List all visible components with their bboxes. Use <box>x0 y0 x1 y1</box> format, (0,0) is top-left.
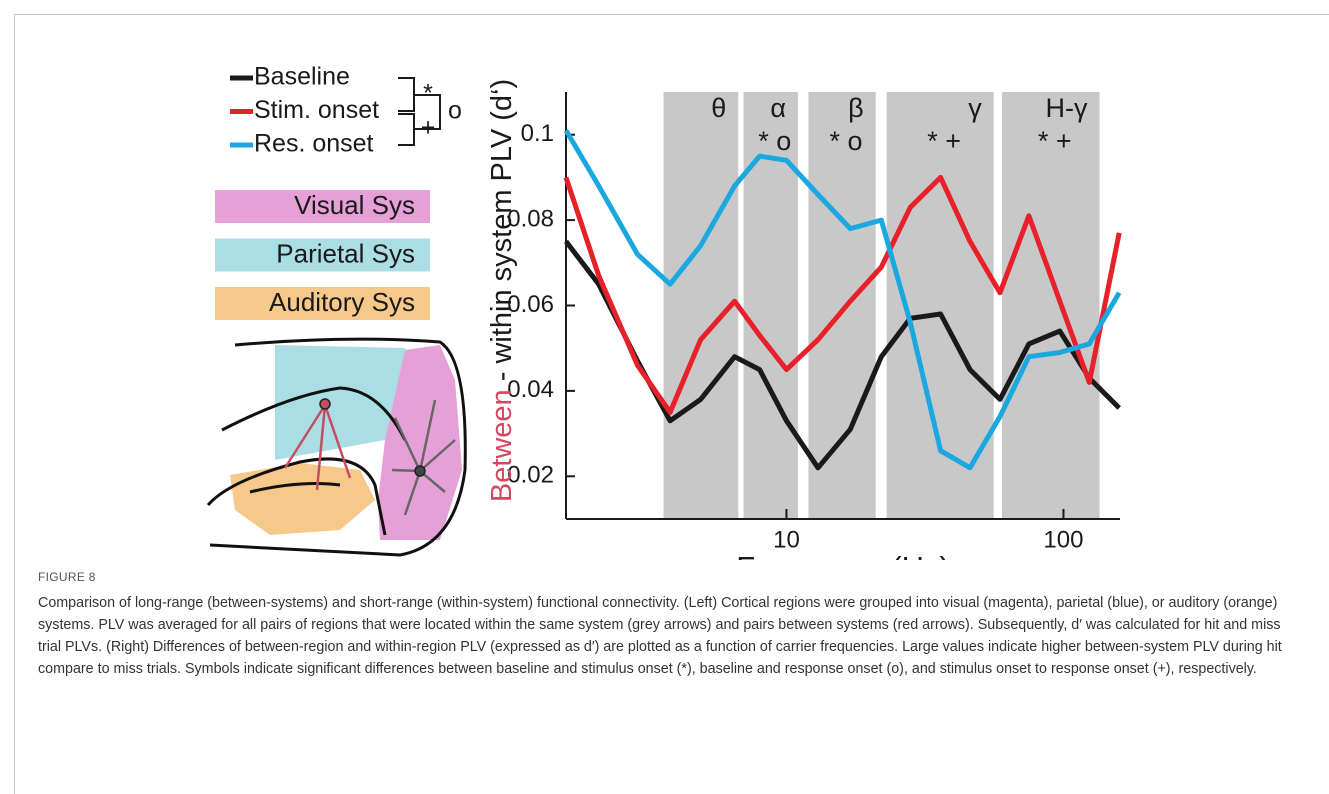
band-label: α <box>770 93 786 123</box>
legend-label: Stim. onset <box>254 96 379 124</box>
system-label: Visual Sys <box>294 190 415 220</box>
band-label: β <box>848 93 864 123</box>
significance-label: * o <box>758 126 791 156</box>
significance-label: * + <box>1038 126 1072 156</box>
x-axis-label: Frequency (Hz) <box>736 550 950 560</box>
x-tick-label: 100 <box>1043 526 1083 553</box>
figure-caption: Comparison of long-range (between-system… <box>38 592 1300 680</box>
system-label: Parietal Sys <box>276 238 415 268</box>
figure-label: FIGURE 8 <box>38 570 96 584</box>
legend: Baseline Stim. onset Res. onset * + o Visual S… <box>215 63 462 320</box>
y-axis-label-highlight: Between <box>486 389 518 502</box>
figure: Baseline Stim. onset Res. onset * + o Visual S… <box>0 0 1329 560</box>
significance-label: * o <box>830 126 863 156</box>
y-axis-label-rest: - within system PLV (d‘) <box>486 79 518 389</box>
band-label: γ <box>968 93 982 123</box>
band-label: H-γ <box>1046 93 1088 123</box>
page: Baseline Stim. onset Res. onset * + o Visual S… <box>0 0 1329 794</box>
legend-label: Baseline <box>254 63 350 91</box>
brain-diagram <box>208 339 465 555</box>
y-tick-label: 0.1 <box>521 120 554 147</box>
comparison-symbol: + <box>421 114 436 142</box>
band-label: θ <box>711 93 726 123</box>
system-label: Auditory Sys <box>269 287 415 317</box>
significance-label: * + <box>927 126 961 156</box>
legend-label: Res. onset <box>254 130 374 158</box>
frequency-band <box>664 92 739 519</box>
comparison-symbol: * <box>423 80 433 108</box>
comparison-symbol: o <box>448 97 462 125</box>
y-axis-label: Between - within system PLV (d‘) <box>486 79 518 502</box>
